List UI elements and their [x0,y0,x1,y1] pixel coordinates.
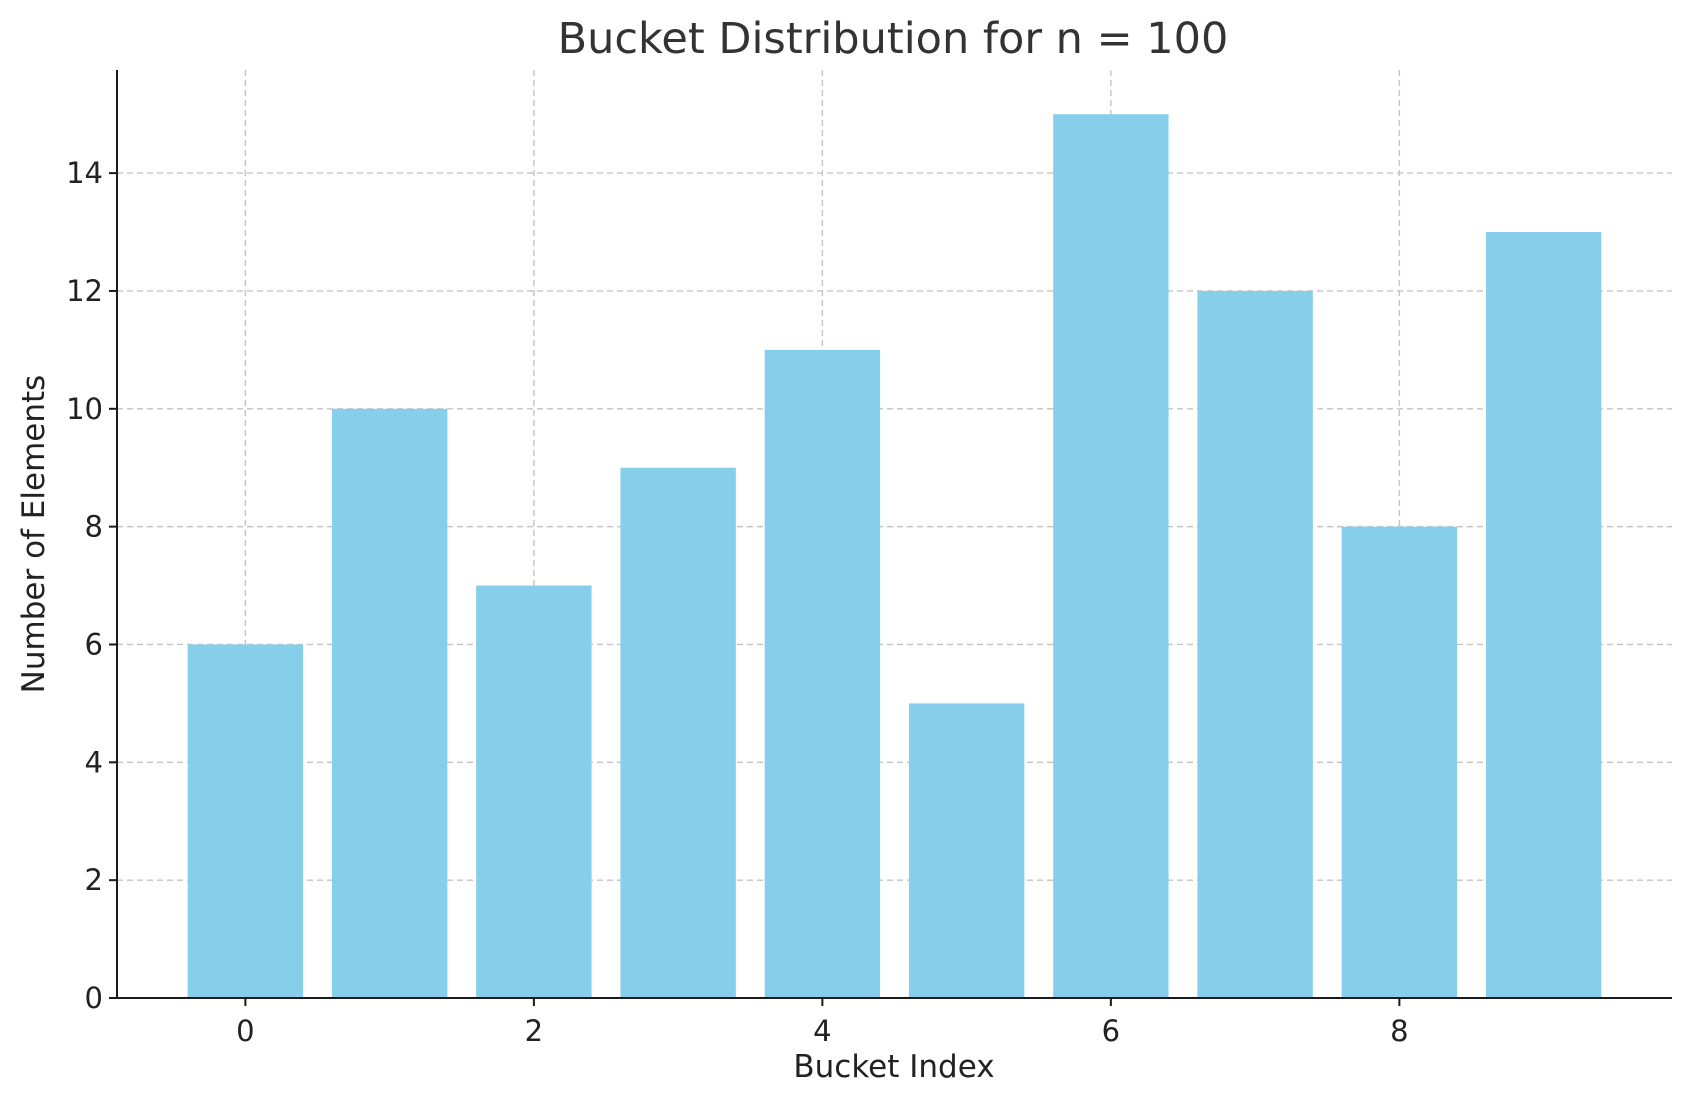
x-tick-label: 2 [525,1014,543,1048]
y-tick-label: 0 [85,981,103,1015]
y-tick-label: 6 [85,627,103,661]
bar-9 [1485,232,1602,999]
x-tick-label: 0 [236,1014,254,1048]
bar-8 [1341,526,1458,998]
y-axis-label: Number of Elements [16,375,52,694]
x-tick-label: 6 [1102,1014,1120,1048]
x-axis-label: Bucket Index [793,1049,994,1085]
bar-1 [331,408,448,998]
chart-title: Bucket Distribution for n = 100 [558,14,1229,64]
bar-5 [908,703,1025,998]
bars [187,114,1602,999]
y-tick-label: 2 [85,863,103,897]
x-ticks: 0 2 4 6 8 [236,998,1409,1048]
axes [116,70,1672,999]
y-tick-label: 14 [66,156,103,190]
y-tick-label: 12 [66,274,103,308]
bar-6 [1053,114,1169,998]
x-tick-label: 8 [1390,1014,1408,1048]
bar-2 [476,585,592,998]
x-tick-label: 4 [813,1014,831,1048]
y-tick-label: 10 [66,392,103,426]
bar-0 [187,644,304,998]
bar-4 [764,349,881,998]
y-ticks: 0 2 4 6 8 10 12 14 [66,156,117,1015]
bar-3 [620,467,736,998]
bar-7 [1197,290,1313,998]
y-tick-label: 8 [85,510,103,544]
y-tick-label: 4 [85,745,103,779]
